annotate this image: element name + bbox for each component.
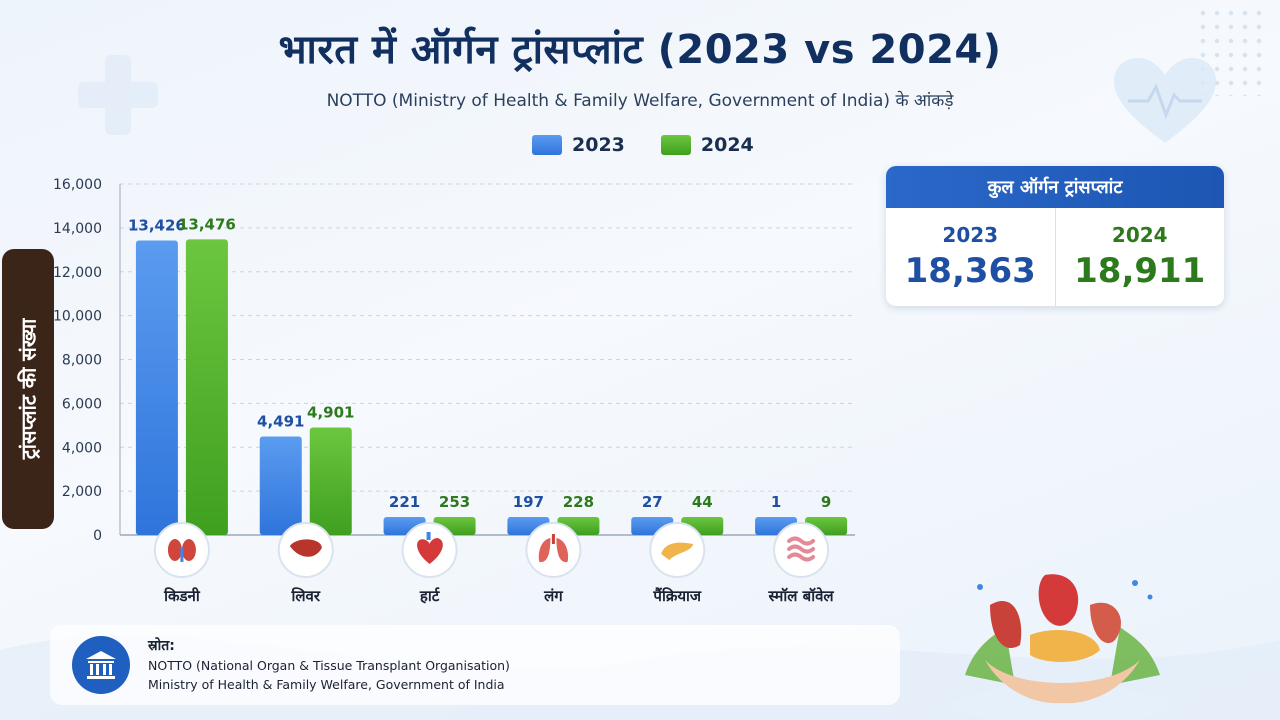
data-label-2024-4: 44 xyxy=(692,493,713,511)
data-label-2024-5: 9 xyxy=(821,493,831,511)
bar-2024-0 xyxy=(186,239,228,535)
bar-2024-1 xyxy=(310,427,352,535)
totals-card: कुल ऑर्गन ट्रांसप्लांट 2023 18,363 2024 … xyxy=(886,166,1224,306)
totals-year-2024: 2024 xyxy=(1112,223,1168,247)
data-label-2024-2: 253 xyxy=(439,493,470,511)
lung-icon xyxy=(526,523,580,577)
category-label-2: हार्ट xyxy=(419,587,441,605)
source-box: स्रोत: NOTTO (National Organ & Tissue Tr… xyxy=(50,625,900,705)
y-tick-label: 12,000 xyxy=(53,265,102,281)
data-label-2024-1: 4,901 xyxy=(307,403,354,421)
y-tick-label: 4,000 xyxy=(62,440,102,456)
y-tick-label: 0 xyxy=(93,528,102,544)
category-label-5: स्मॉल बॉवेल xyxy=(768,587,835,605)
data-label-2023-3: 197 xyxy=(513,493,544,511)
data-label-2023-2: 221 xyxy=(389,493,420,511)
totals-year-2023: 2023 xyxy=(942,223,998,247)
totals-card-title: कुल ऑर्गन ट्रांसप्लांट xyxy=(886,166,1224,208)
totals-2024: 2024 18,911 xyxy=(1055,208,1225,306)
category-label-1: लिवर xyxy=(290,587,320,605)
totals-value-2023: 18,363 xyxy=(905,251,1036,291)
totals-2023: 2023 18,363 xyxy=(886,208,1055,306)
y-tick-label: 2,000 xyxy=(62,484,102,500)
bar-chart: 0 2,000 4,000 6,000 8,000 10,000 12,000 14,000 1… xyxy=(0,0,880,620)
data-label-2023-5: 1 xyxy=(771,493,781,511)
category-label-3: लंग xyxy=(543,587,563,605)
y-tick-label: 8,000 xyxy=(62,353,102,369)
y-tick-label: 16,000 xyxy=(53,177,102,193)
bar-2023-1 xyxy=(260,436,302,535)
bar-2023-0 xyxy=(136,240,178,535)
data-label-2023-1: 4,491 xyxy=(257,412,304,430)
category-label-0: किडनी xyxy=(163,587,201,605)
government-building-icon xyxy=(72,636,130,694)
y-tick-label: 6,000 xyxy=(62,396,102,412)
data-label-2023-4: 27 xyxy=(642,493,663,511)
source-line-2: Ministry of Health & Family Welfare, Gov… xyxy=(148,675,510,694)
category-label-4: पैंक्रियाज xyxy=(652,587,702,605)
source-title: स्रोत: xyxy=(148,637,510,656)
data-label-2024-0: 13,476 xyxy=(178,215,236,233)
data-label-2024-3: 228 xyxy=(563,493,594,511)
totals-value-2024: 18,911 xyxy=(1074,251,1205,291)
y-tick-label: 10,000 xyxy=(53,309,102,325)
y-tick-label: 14,000 xyxy=(53,221,102,237)
organs-in-hands-illustration-icon xyxy=(945,565,1180,720)
source-line-1: NOTTO (National Organ & Tissue Transplan… xyxy=(148,656,510,675)
